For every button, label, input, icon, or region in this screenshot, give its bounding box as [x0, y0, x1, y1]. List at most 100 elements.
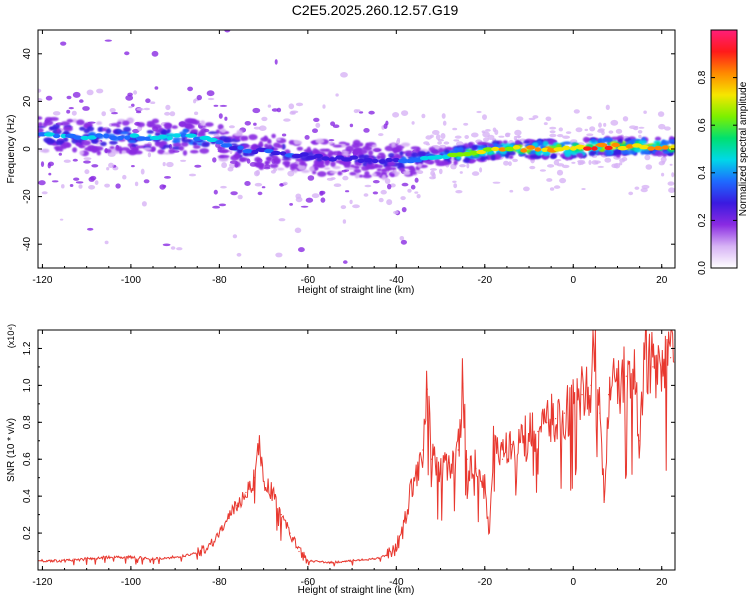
- spectrogram-speckle: [335, 93, 339, 97]
- spectrogram-peak: [639, 145, 649, 150]
- spectrogram-speckle: [494, 129, 499, 135]
- spectrogram-speckle: [586, 115, 592, 120]
- spectrogram-speckle: [207, 97, 215, 101]
- snr-data-point: [271, 491, 274, 494]
- spectrogram-cell: [96, 121, 103, 126]
- spectrogram-speckle: [282, 181, 288, 186]
- spectrogram-speckle: [416, 194, 421, 199]
- snr-data-point: [431, 458, 433, 460]
- spectrogram-speckle: [224, 116, 228, 121]
- spectrogram-cell: [299, 161, 306, 166]
- spectrogram-cell: [200, 120, 206, 126]
- snr-data-point: [603, 499, 605, 501]
- spectrogram-speckle: [169, 111, 176, 117]
- spectrogram-cell: [271, 133, 276, 139]
- spectrogram-cell: [55, 139, 65, 146]
- spectrogram-speckle: [164, 111, 171, 116]
- spectrogram-speckle: [88, 185, 96, 190]
- spectrogram-speckle: [38, 180, 46, 186]
- spectrogram-peak: [206, 137, 218, 143]
- spectrogram-y-label: Frequency (Hz): [6, 115, 17, 184]
- spectrogram-speckle: [122, 174, 127, 180]
- snr-data-point: [448, 462, 450, 464]
- spectrogram-speckle: [433, 145, 441, 150]
- spectrogram-peak: [129, 133, 140, 138]
- spectrogram-speckle: [254, 182, 263, 187]
- spectrogram-speckle: [479, 167, 483, 173]
- chart-title: C2E5.2025.260.12.57.G19: [291, 2, 459, 18]
- spectrogram-speckle: [575, 127, 583, 133]
- spectrogram-speckle: [581, 188, 586, 190]
- spectrogram-speckle: [584, 128, 589, 132]
- spectrogram-speckle: [289, 203, 293, 206]
- spectrogram-speckle: [111, 111, 118, 115]
- spectrogram-speckle: [218, 203, 227, 207]
- spectrogram-speckle: [165, 104, 171, 111]
- spectrogram-speckle: [263, 166, 271, 170]
- spectrogram-speckle: [549, 130, 556, 134]
- spectrogram-speckle: [87, 227, 94, 231]
- spectrogram-speckle: [459, 171, 463, 174]
- spectrogram-cell: [329, 171, 338, 174]
- spectrogram-speckle: [188, 173, 197, 177]
- spectrogram-speckle: [267, 104, 272, 108]
- snr-data-point: [263, 480, 265, 482]
- spectrogram-speckle: [392, 112, 400, 118]
- spectrogram-speckle: [342, 219, 347, 224]
- snr-data-point: [41, 560, 44, 562]
- spectrogram-x-axis: -120 -100 -80 -60 -40 -20 0 20: [32, 30, 668, 286]
- spectrogram-cell: [100, 141, 107, 147]
- spectrogram-cell: [128, 150, 137, 156]
- spectrogram-cell: [381, 168, 388, 173]
- spectrogram-cell: [352, 148, 362, 155]
- spectrogram-speckle: [498, 135, 505, 138]
- spectrogram-speckle: [492, 181, 501, 184]
- snr-data-point: [152, 558, 154, 560]
- y-tick-label: 0.8: [22, 415, 33, 429]
- spectrogram-speckle: [312, 128, 318, 133]
- spectrogram-speckle: [523, 186, 530, 192]
- spectrogram-cell: [237, 148, 242, 155]
- spectrogram-speckle: [421, 113, 426, 119]
- spectrogram-cell: [596, 152, 607, 155]
- spectrogram-cell: [441, 160, 449, 166]
- snr-data-point: [590, 384, 592, 386]
- spectrogram-speckle: [546, 178, 553, 182]
- spectrogram-cell: [417, 150, 427, 157]
- spectrogram-cell: [312, 171, 317, 175]
- x-tick-label: 0: [570, 577, 576, 588]
- colorbar-tick-label: 0.2: [697, 213, 708, 227]
- spectrogram-speckle: [59, 218, 64, 221]
- snr-data-point: [616, 384, 619, 386]
- spectrogram-panel: -120 -100 -80 -60 -40 -20 0 20 -40 -20 0 20 40 Heig…: [6, 29, 676, 296]
- spectrogram-cell: [638, 140, 648, 145]
- snr-data-point: [581, 394, 583, 396]
- spectrogram-speckle: [253, 126, 261, 130]
- spectrogram-speckle: [519, 138, 526, 142]
- spectrogram-cell: [408, 165, 415, 172]
- spectrogram-cell: [591, 138, 596, 143]
- spectrogram-cell: [342, 152, 350, 157]
- spectrogram-speckle: [60, 41, 67, 46]
- spectrogram-speckle: [430, 134, 434, 138]
- spectrogram-speckle: [83, 160, 91, 164]
- spectrogram-speckle: [430, 168, 437, 171]
- spectrogram-cell: [315, 138, 325, 144]
- spectrogram-cell: [371, 144, 377, 148]
- spectrogram-cell: [417, 163, 423, 168]
- spectrogram-cell: [182, 150, 188, 156]
- spectrogram-peak: [504, 146, 515, 152]
- spectrogram-speckle: [311, 193, 320, 199]
- x-tick-label: -40: [389, 577, 404, 588]
- spectrogram-cell: [217, 124, 224, 130]
- spectrogram-speckle: [442, 120, 447, 126]
- snr-data-point: [572, 403, 574, 405]
- spectrogram-speckle: [141, 201, 147, 207]
- spectrogram-speckle: [228, 125, 235, 129]
- spectrogram-speckle: [562, 135, 570, 139]
- spectrogram-speckle: [660, 156, 667, 163]
- spectrogram-speckle: [611, 163, 619, 169]
- spectrogram-speckle: [276, 107, 282, 113]
- spectrogram-speckle: [101, 111, 106, 117]
- spectrogram-speckle: [505, 134, 511, 138]
